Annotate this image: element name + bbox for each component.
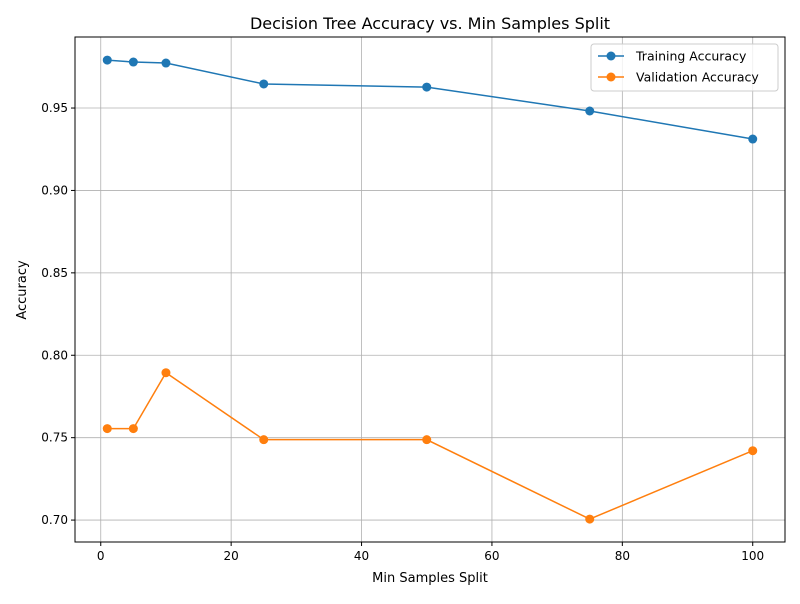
data-point (748, 134, 758, 144)
data-point (585, 106, 595, 116)
y-tick-label: 0.90 (41, 183, 68, 197)
legend-frame (590, 43, 779, 92)
y-tick-label: 0.85 (41, 266, 68, 280)
x-tick-label: 20 (224, 549, 239, 563)
series-line-1 (107, 371, 754, 520)
plot-frame (74, 36, 786, 543)
chart-title: Decision Tree Accuracy vs. Min Samples S… (250, 14, 610, 33)
data-point (161, 368, 171, 378)
x-tick-label: 40 (354, 549, 369, 563)
data-point (102, 55, 112, 65)
y-tick-label: 0.75 (41, 431, 68, 445)
y-tick-label: 0.95 (41, 101, 68, 115)
y-tick-label: 0.80 (41, 348, 68, 362)
data-point (161, 58, 171, 68)
y-axis-label: Accuracy (15, 260, 30, 320)
data-point (128, 424, 138, 434)
data-point (128, 57, 138, 67)
data-point (422, 82, 432, 92)
x-tick-label: 60 (484, 549, 499, 563)
legend-marker (606, 51, 616, 61)
x-axis-label: Min Samples Split (372, 571, 488, 586)
series-group (102, 55, 758, 524)
y-tick-label: 0.70 (41, 513, 68, 527)
legend: Training Accuracy Validation Accuracy (590, 43, 779, 92)
legend-marker (606, 72, 616, 82)
data-point (585, 514, 595, 524)
data-point (259, 79, 269, 89)
legend-label: Validation Accuracy (636, 70, 759, 85)
grid (75, 37, 785, 542)
x-tick-label: 100 (741, 549, 764, 563)
x-tick-label: 80 (615, 549, 630, 563)
data-point (259, 435, 269, 445)
data-point (748, 446, 758, 456)
data-point (422, 435, 432, 445)
ticks: 0 20 40 60 80 100 0.70 0.75 0.80 0.85 0.90 0.95 (41, 101, 764, 563)
x-tick-label: 0 (97, 549, 105, 563)
data-point (102, 424, 112, 434)
legend-label: Training Accuracy (635, 49, 747, 64)
